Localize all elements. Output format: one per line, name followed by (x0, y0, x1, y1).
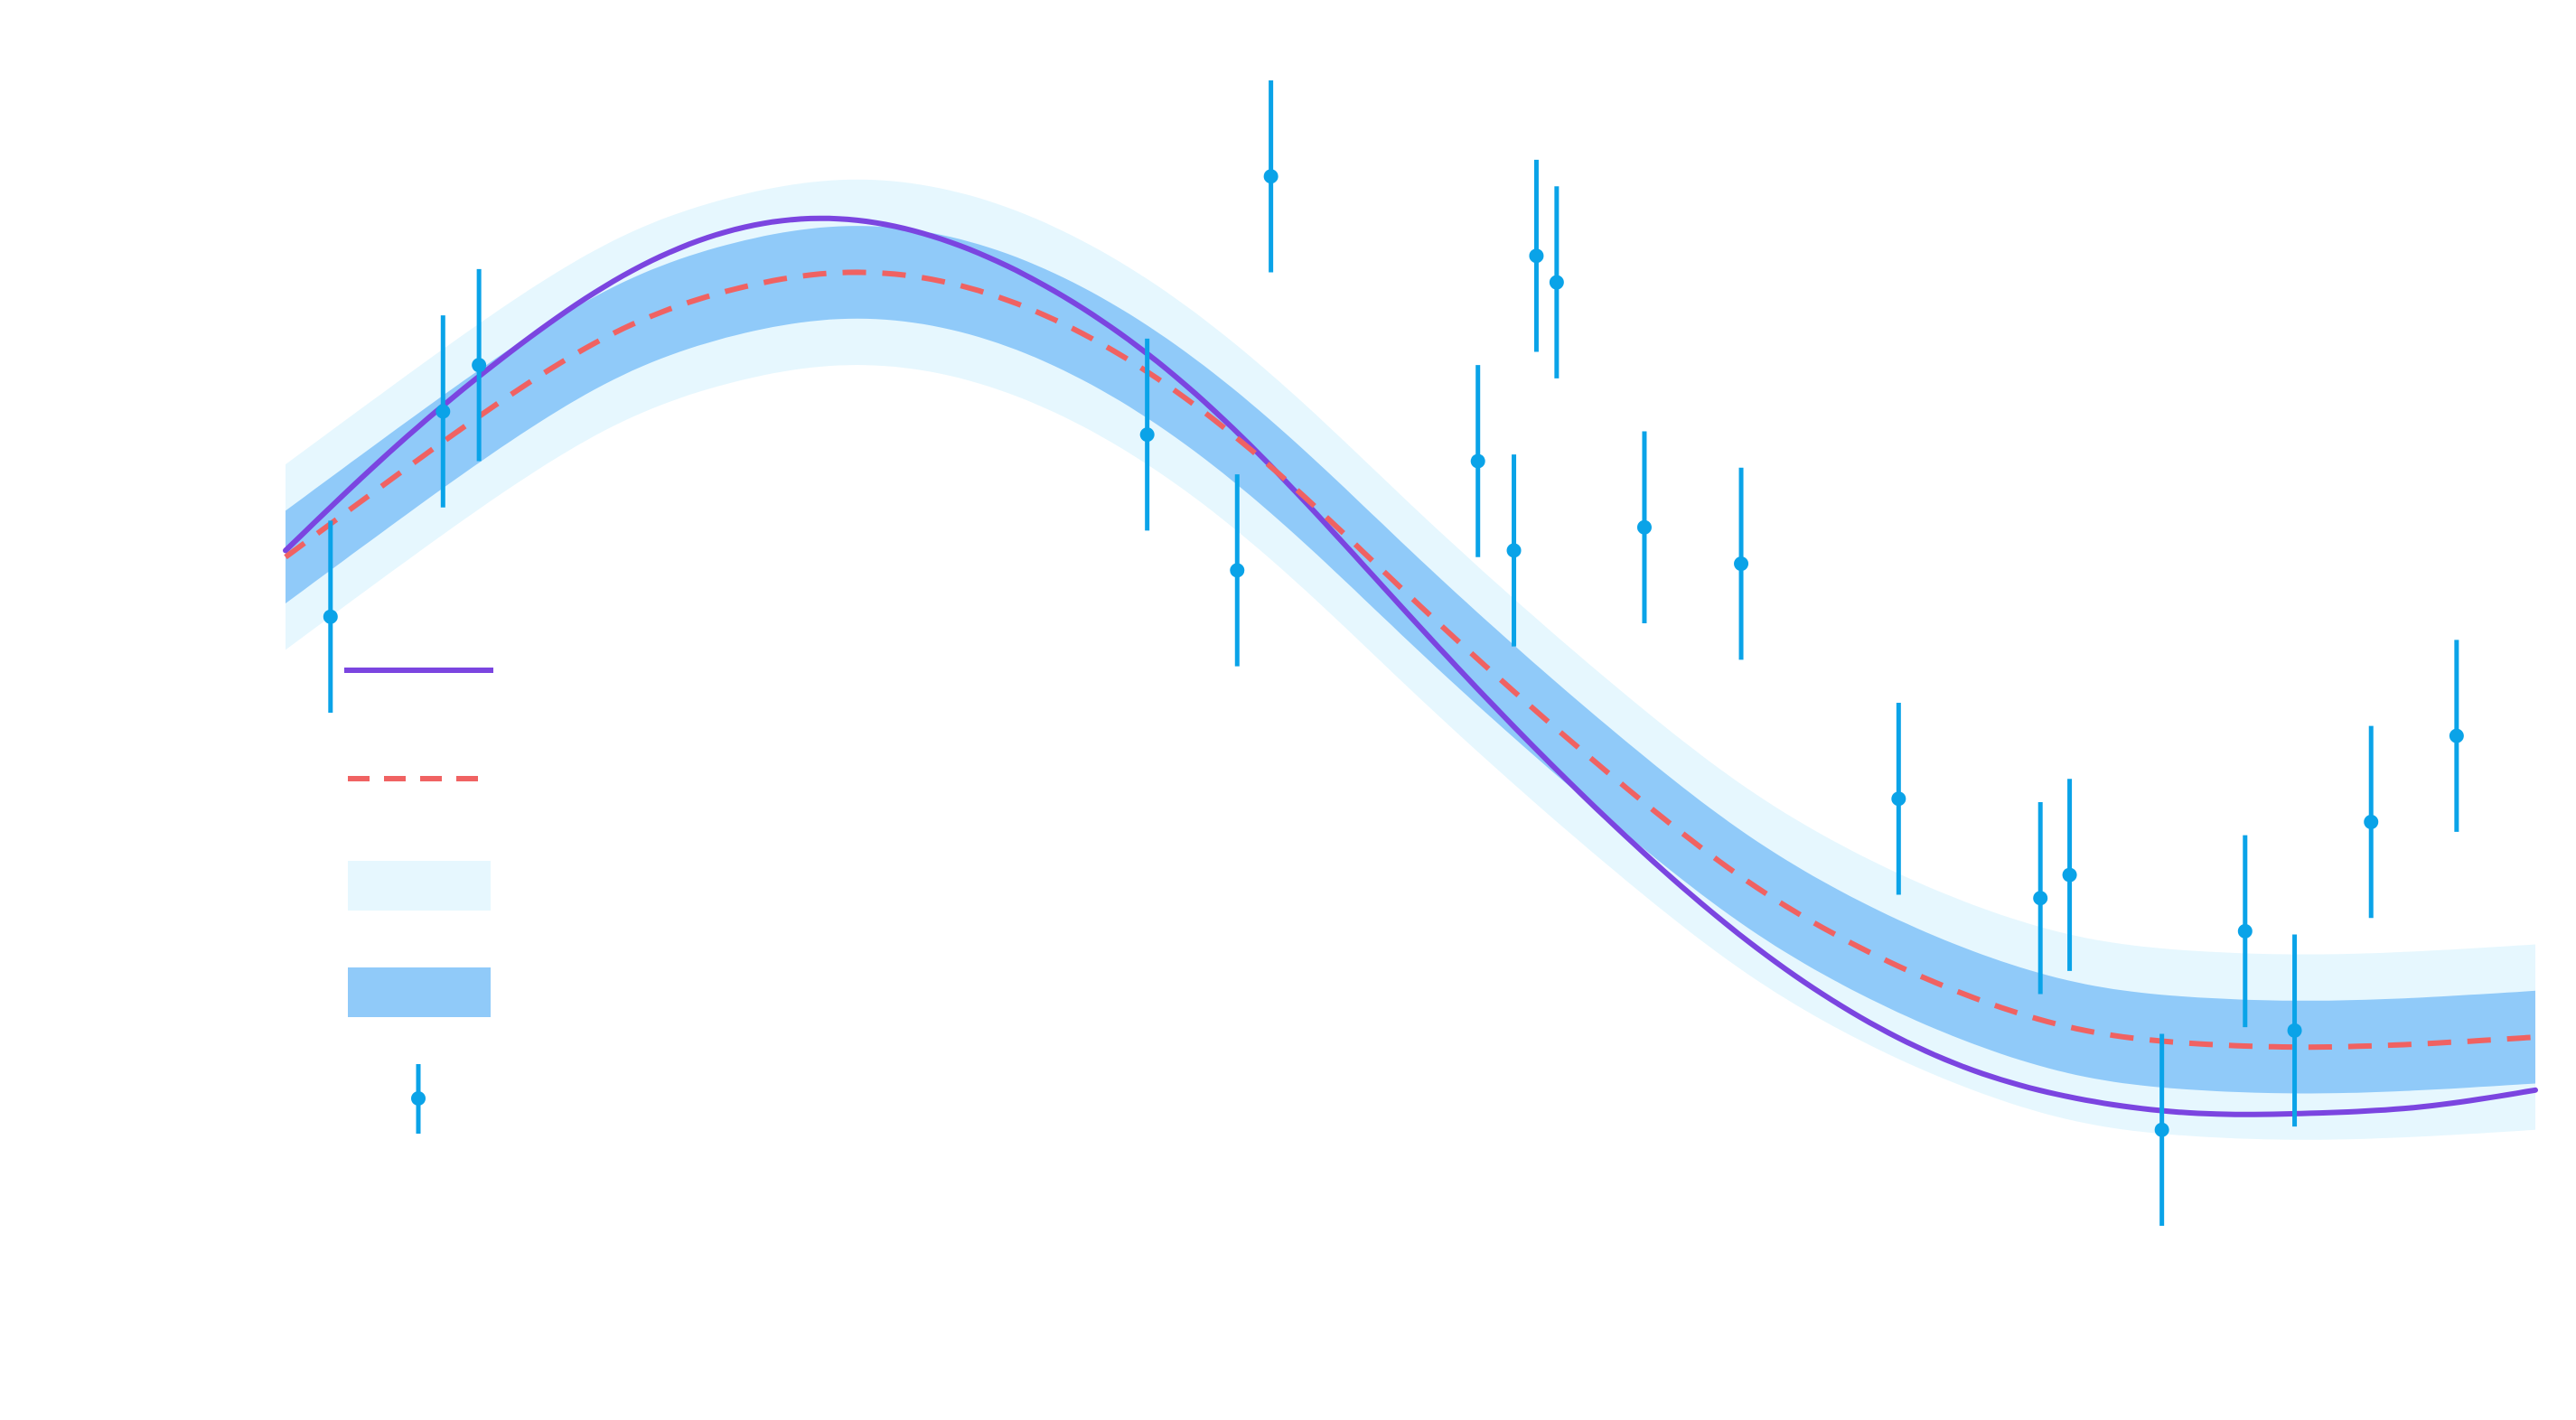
plot-area (283, 79, 2538, 1227)
observation-point (1549, 275, 1564, 290)
observation-point (2237, 923, 2253, 939)
legend-observation-marker (411, 1091, 426, 1106)
legend (344, 668, 493, 1134)
observation-point (1470, 453, 1485, 469)
observation-point (1734, 556, 1749, 572)
legend-band-2sigma-swatch (348, 861, 491, 911)
observation-point (1263, 169, 1279, 184)
observation-point (1636, 519, 1652, 535)
observation-point (1139, 427, 1155, 443)
observation-point (1230, 563, 1245, 578)
observation-point (1506, 543, 1522, 558)
observation-point (323, 609, 338, 624)
observations (323, 79, 2464, 1227)
band-2sigma (286, 179, 2535, 1140)
observation-point (1891, 791, 1906, 807)
legend-band-1sigma-swatch (348, 967, 491, 1017)
observation-point (1529, 248, 1544, 264)
observation-point (2364, 814, 2379, 829)
observation-point (2449, 728, 2464, 743)
observation-point (2154, 1122, 2169, 1137)
observation-point (472, 358, 487, 373)
observation-point (2033, 891, 2048, 906)
band-1sigma (286, 226, 2535, 1094)
observation-point (2287, 1023, 2302, 1038)
observation-point (436, 404, 451, 419)
observation-point (2062, 867, 2077, 883)
